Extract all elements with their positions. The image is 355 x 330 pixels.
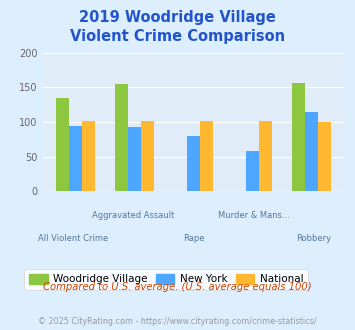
Text: Robbery: Robbery bbox=[297, 234, 332, 243]
Bar bbox=[259, 121, 272, 191]
Bar bbox=[246, 151, 259, 191]
Legend: Woodridge Village, New York, National: Woodridge Village, New York, National bbox=[24, 269, 308, 290]
Text: Rape: Rape bbox=[183, 234, 204, 243]
Text: Compared to U.S. average. (U.S. average equals 100): Compared to U.S. average. (U.S. average … bbox=[43, 282, 312, 292]
Bar bbox=[187, 136, 200, 191]
Text: All Violent Crime: All Violent Crime bbox=[38, 234, 108, 243]
Text: Murder & Mans...: Murder & Mans... bbox=[218, 211, 290, 220]
Text: Aggravated Assault: Aggravated Assault bbox=[92, 211, 174, 220]
Bar bbox=[128, 127, 141, 191]
Bar bbox=[69, 125, 82, 191]
Text: 2019 Woodridge Village
Violent Crime Comparison: 2019 Woodridge Village Violent Crime Com… bbox=[70, 10, 285, 44]
Bar bbox=[305, 112, 318, 191]
Bar bbox=[292, 82, 305, 191]
Bar bbox=[141, 121, 154, 191]
Bar bbox=[200, 121, 213, 191]
Bar bbox=[82, 121, 95, 191]
Bar bbox=[318, 122, 331, 191]
Text: © 2025 CityRating.com - https://www.cityrating.com/crime-statistics/: © 2025 CityRating.com - https://www.city… bbox=[38, 317, 317, 326]
Bar bbox=[115, 84, 128, 191]
Bar bbox=[56, 98, 69, 191]
